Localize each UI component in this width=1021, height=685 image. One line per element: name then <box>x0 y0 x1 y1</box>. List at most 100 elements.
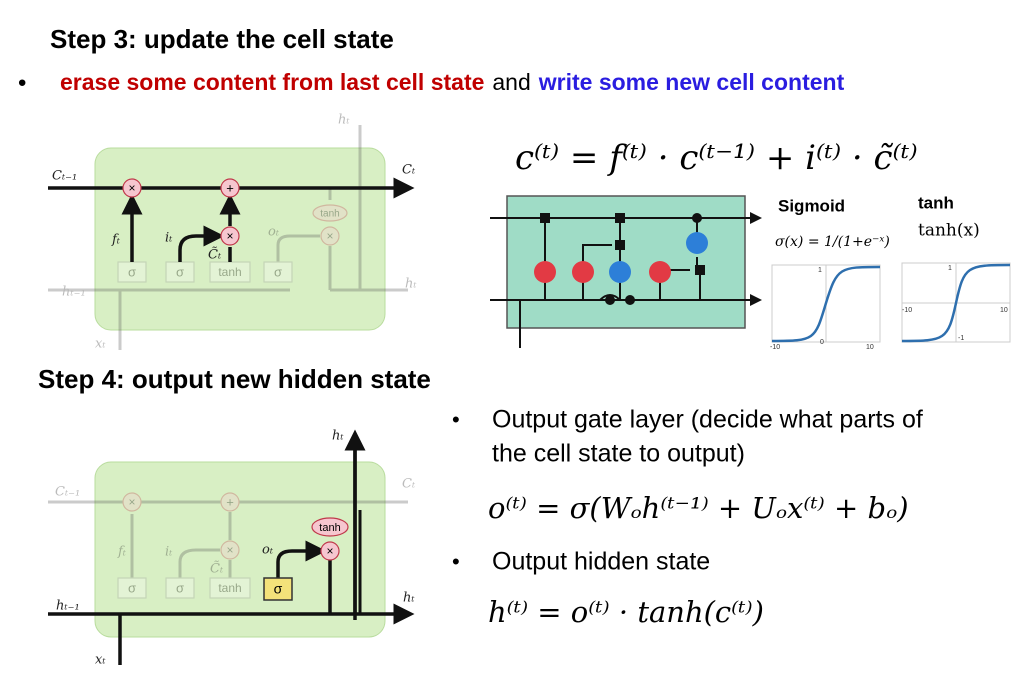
shape <box>220 492 240 512</box>
c-prev-label: Cₜ₋₁ <box>55 485 80 500</box>
shape <box>94 461 386 638</box>
sigmoid-plot: -10 0 10 1 <box>770 264 881 351</box>
shape <box>263 577 293 601</box>
sigmoid-formula: σ(x) = 1/(1+e⁻ˣ) <box>775 234 890 250</box>
gate-label: σ <box>128 580 136 595</box>
h-prev-label: hₜ₋₁ <box>56 599 80 614</box>
gate-label: σ <box>176 580 184 595</box>
i-label: iₜ <box>165 545 173 560</box>
tick-label: 10 <box>1000 307 1008 314</box>
op-label: + <box>226 180 234 195</box>
gate-label: σ <box>274 581 283 597</box>
step3-title: Step 3: update the cell state <box>50 24 394 54</box>
o-label: oₜ <box>268 225 280 240</box>
gate-label: σ <box>176 264 184 279</box>
shape <box>540 213 550 223</box>
h-right-label: hₜ <box>405 277 417 292</box>
bullet: • <box>452 407 460 432</box>
cell-equation: c⁽ᵗ⁾ = f⁽ᵗ⁾ · c⁽ᵗ⁻¹⁾ + i⁽ᵗ⁾ · c̃⁽ᵗ⁾ <box>515 138 918 178</box>
shape <box>220 178 240 198</box>
shape <box>122 492 142 512</box>
tick-label: 0 <box>820 339 824 346</box>
shape <box>605 295 615 305</box>
h-prev-label: hₜ₋₁ <box>62 285 86 300</box>
c-label: Cₜ <box>402 163 416 178</box>
gate-label: σ <box>274 264 282 279</box>
shape <box>320 541 340 561</box>
shape <box>649 261 671 283</box>
tick-label: 1 <box>818 267 822 274</box>
f-label: fₜ <box>117 545 127 560</box>
op-label: × <box>326 544 333 558</box>
bullet: • <box>452 549 460 574</box>
op-label: × <box>226 543 233 557</box>
lstm-cell-icon <box>490 195 762 348</box>
f-label: fₜ <box>111 233 121 248</box>
bullet-text: erase some content from last cell state a… <box>60 69 845 95</box>
tanh-label: tanh <box>319 522 340 534</box>
lstm-diagram-step3: tanh × σ σ tanh σ hₜ₋₁ xₜ hₜ oₜ hₜ × + ×… <box>48 113 417 352</box>
shape <box>686 232 708 254</box>
gate-label: tanh <box>218 581 241 595</box>
shape <box>572 261 594 283</box>
shape <box>165 577 195 599</box>
op-label: × <box>226 229 233 243</box>
shape <box>263 261 293 283</box>
shape <box>311 517 349 537</box>
x-label: xₜ <box>95 337 106 352</box>
shape <box>220 226 240 246</box>
h-top-label: hₜ <box>338 113 350 128</box>
tick-label: -1 <box>958 335 964 342</box>
tick-label: 1 <box>948 265 952 272</box>
bullet-text: Output gate layer (decide what parts of <box>492 406 923 434</box>
lstm-diagram-step4: × + × σ σ tanh Cₜ₋₁ Cₜ fₜ iₜ C̃ₜ tanh × … <box>48 429 416 668</box>
shape <box>625 295 635 305</box>
tanh-plot: -10 10 1 -1 <box>901 262 1011 343</box>
shape <box>609 261 631 283</box>
shape: × + × σ σ tanh Cₜ₋₁ Cₜ fₜ iₜ C̃ₜ <box>48 477 416 599</box>
shape <box>771 265 881 343</box>
op-label: × <box>128 495 135 509</box>
op-label: × <box>128 181 135 195</box>
erase-text: erase some content from last cell state <box>60 69 484 95</box>
sigmoid-name: Sigmoid <box>778 196 845 215</box>
shape <box>312 204 348 222</box>
tick-label: -10 <box>770 344 780 351</box>
c-tilde-label: C̃ₜ <box>208 246 222 262</box>
h-top-label: hₜ <box>332 429 344 444</box>
output-gate-equation: o⁽ᵗ⁾ = σ(Wₒh⁽ᵗ⁻¹⁾ + Uₒx⁽ᵗ⁾ + bₒ) <box>488 491 909 525</box>
shape <box>320 226 340 246</box>
shape <box>615 213 625 223</box>
shape <box>178 512 232 578</box>
op-label: × <box>326 229 333 243</box>
shape <box>94 147 386 331</box>
op-label: + <box>226 494 234 509</box>
shape <box>122 178 142 198</box>
hidden-state-equation: h⁽ᵗ⁾ = o⁽ᵗ⁾ · tanh(c⁽ᵗ⁾) <box>488 595 764 629</box>
c-label: Cₜ <box>402 477 416 492</box>
shape <box>178 225 225 262</box>
shape <box>692 213 702 223</box>
bullet: • <box>18 69 26 96</box>
shape <box>276 234 320 262</box>
c-prev-label: Cₜ₋₁ <box>52 169 77 184</box>
tanh-formula: tanh(x) <box>918 221 980 241</box>
shape <box>615 240 625 250</box>
and-text: and <box>492 69 530 95</box>
tick-label: 10 <box>866 344 874 351</box>
c-tilde-label: C̃ₜ <box>210 560 224 576</box>
tanh-label: tanh <box>320 209 339 220</box>
x-label: xₜ <box>95 653 106 668</box>
shape <box>276 540 327 578</box>
bullet-text: Output hidden state <box>492 548 710 576</box>
write-text: write some new cell content <box>538 69 845 95</box>
bullet-text: the cell state to output) <box>492 440 745 468</box>
i-label: iₜ <box>165 231 173 246</box>
gate-label: tanh <box>218 265 241 279</box>
shape <box>534 261 556 283</box>
shape <box>117 577 147 599</box>
shape <box>209 577 251 599</box>
h-right-label: hₜ <box>403 591 415 606</box>
o-label: oₜ <box>262 543 274 558</box>
